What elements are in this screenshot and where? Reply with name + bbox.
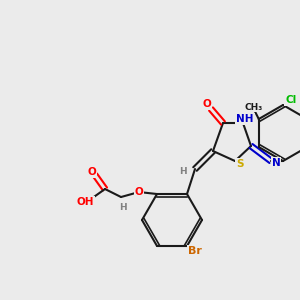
Text: N: N	[272, 158, 280, 168]
Text: H: H	[119, 202, 127, 211]
Text: O: O	[135, 187, 143, 197]
Text: H: H	[179, 167, 187, 176]
Text: S: S	[236, 159, 244, 169]
Text: NH: NH	[236, 114, 254, 124]
Text: CH₃: CH₃	[244, 103, 263, 112]
Text: O: O	[88, 167, 96, 177]
Text: Br: Br	[188, 246, 202, 256]
Text: Cl: Cl	[285, 95, 297, 105]
Text: OH: OH	[76, 197, 94, 207]
Text: O: O	[202, 99, 211, 109]
